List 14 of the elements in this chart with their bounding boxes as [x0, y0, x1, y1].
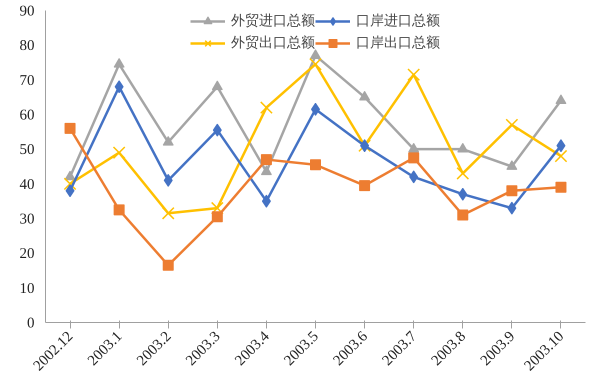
y-tick-label: 70 — [20, 72, 34, 89]
y-tick-label: 10 — [20, 280, 34, 297]
y-tick-label: 30 — [20, 212, 34, 228]
y-tick-label: 20 — [20, 246, 34, 262]
legend-label: 口岸出口总额 — [356, 34, 440, 53]
y-tick-label: 60 — [20, 108, 34, 124]
legend-label: 口岸进口总额 — [356, 12, 440, 31]
y-tick-label: 90 — [20, 4, 34, 20]
y-tick-label: 40 — [20, 176, 34, 193]
legend-label: 外贸出口总额 — [231, 34, 315, 53]
y-tick-label: 50 — [20, 142, 34, 158]
legend-label: 外贸进口总额 — [231, 12, 315, 31]
y-tick-label: 80 — [20, 38, 34, 54]
y-tick-label: 0 — [27, 316, 34, 332]
